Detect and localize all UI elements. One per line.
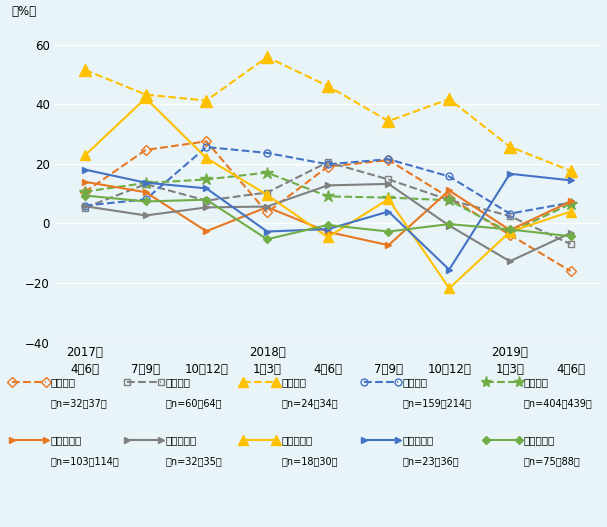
Text: 台湾・中小: 台湾・中小	[166, 435, 197, 445]
Text: （n=24～34）: （n=24～34）	[281, 398, 337, 408]
Text: （n=404～439）: （n=404～439）	[524, 398, 592, 408]
Text: 日本・大: 日本・大	[524, 377, 549, 387]
Text: 4〜6月: 4〜6月	[556, 364, 585, 376]
Text: 米国・大: 米国・大	[402, 377, 427, 387]
Text: 1〜3月: 1〜3月	[495, 364, 524, 376]
Text: 1〜3月: 1〜3月	[253, 364, 282, 376]
Text: （n=103～114）: （n=103～114）	[50, 456, 119, 466]
Text: 中国・大: 中国・大	[281, 377, 306, 387]
Text: （n=18～30）: （n=18～30）	[281, 456, 337, 466]
Text: 10〜12月: 10〜12月	[427, 364, 471, 376]
Text: （n=23～36）: （n=23～36）	[402, 456, 459, 466]
Text: 2019年: 2019年	[492, 346, 528, 358]
Text: 7〜9月: 7〜9月	[131, 364, 160, 376]
Text: 台湾・大: 台湾・大	[166, 377, 191, 387]
Text: 韓国・中小: 韓国・中小	[50, 435, 81, 445]
Text: 2017年: 2017年	[67, 346, 103, 358]
Text: （n=159～214）: （n=159～214）	[402, 398, 472, 408]
Text: 4〜6月: 4〜6月	[313, 364, 342, 376]
Text: 10〜12月: 10〜12月	[185, 364, 228, 376]
Text: （n=75～88）: （n=75～88）	[524, 456, 580, 466]
Text: 日本・中小: 日本・中小	[524, 435, 555, 445]
Text: 4〜6月: 4〜6月	[70, 364, 100, 376]
Text: （n=32～35）: （n=32～35）	[166, 456, 222, 466]
Text: 2018年: 2018年	[249, 346, 285, 358]
Text: 韓国・大: 韓国・大	[50, 377, 75, 387]
Text: 中国・中小: 中国・中小	[281, 435, 312, 445]
Text: （n=32～37）: （n=32～37）	[50, 398, 107, 408]
Text: 米国・中小: 米国・中小	[402, 435, 433, 445]
Text: 7〜9月: 7〜9月	[374, 364, 403, 376]
Text: （%）: （%）	[11, 5, 36, 18]
Text: （n=60～64）: （n=60～64）	[166, 398, 222, 408]
